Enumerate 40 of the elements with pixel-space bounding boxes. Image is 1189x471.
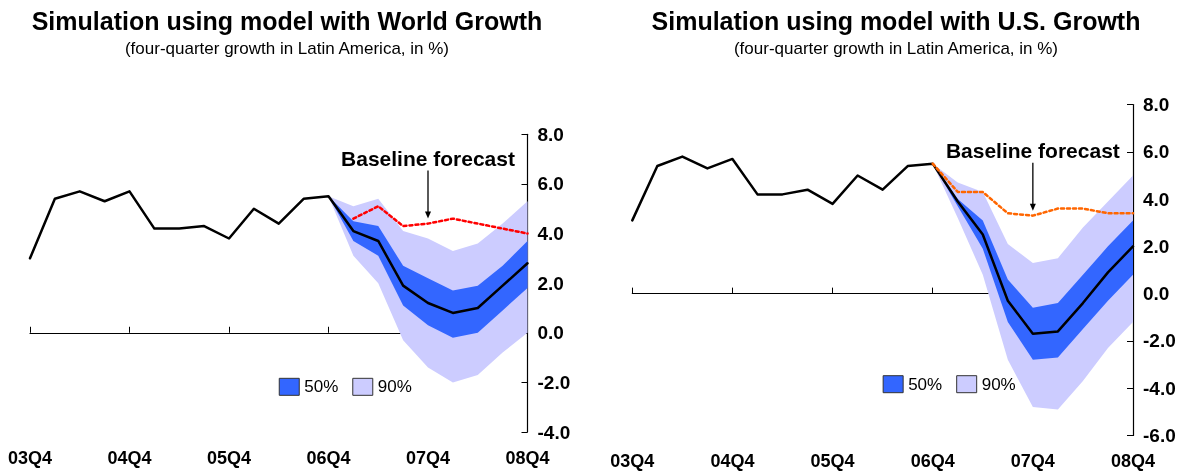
y-tick-label: 0.0 (537, 322, 564, 344)
annotation: Baseline forecast (945, 139, 1120, 163)
y-tick-label: 6.0 (537, 173, 564, 195)
x-tick-label: 07Q4 (1010, 451, 1055, 471)
legend-label: 90% (981, 374, 1016, 394)
y-tick-label: 2.0 (537, 272, 564, 294)
legend-label: 90% (377, 377, 412, 397)
line-series (28, 190, 529, 315)
line-series (352, 204, 529, 235)
x-tick-label: 07Q4 (405, 448, 451, 468)
x-tick-label: 08Q4 (1110, 451, 1156, 471)
x-tick-label: 04Q4 (710, 451, 755, 471)
y-tick-label: 4.0 (1143, 188, 1170, 210)
y-tick-label: 0.0 (1143, 283, 1170, 305)
y-tick-label: 2.0 (1143, 235, 1170, 257)
y-tick-label: -6.0 (1143, 424, 1176, 446)
line-series (931, 162, 1135, 217)
x-tick-label: 03Q4 (7, 448, 53, 468)
y-tick-label: 8.0 (537, 123, 564, 145)
y-tick-label: -4.0 (537, 421, 571, 443)
legend-label: 50% (908, 374, 943, 394)
x-tick-label: 08Q4 (505, 448, 550, 468)
x-tick-label: 06Q4 (306, 448, 351, 468)
y-tick-label: -2.0 (1143, 330, 1176, 352)
y-tick-label: 6.0 (1143, 141, 1170, 163)
legend-label: 50% (304, 377, 339, 397)
y-tick-label: -4.0 (1143, 377, 1176, 399)
chart-title: Simulation using model with U.S. Growth (651, 6, 1141, 35)
chart-title: Simulation using model with World Growth (31, 6, 543, 35)
y-tick-label: -2.0 (537, 371, 571, 393)
x-tick-label: 04Q4 (107, 448, 152, 468)
x-tick-label: 06Q4 (910, 451, 955, 471)
chart-subtitle: (four-quarter growth in Latin America, in %) (733, 39, 1059, 58)
x-tick-label: 05Q4 (810, 451, 855, 471)
x-tick-label: 05Q4 (206, 448, 252, 468)
y-tick-label: 8.0 (1143, 94, 1170, 116)
x-tick-label: 03Q4 (610, 451, 655, 471)
annotation: Baseline forecast (341, 147, 515, 171)
chart-subtitle: (four-quarter growth in Latin America, in %) (124, 39, 450, 58)
y-tick-label: 4.0 (537, 223, 564, 245)
